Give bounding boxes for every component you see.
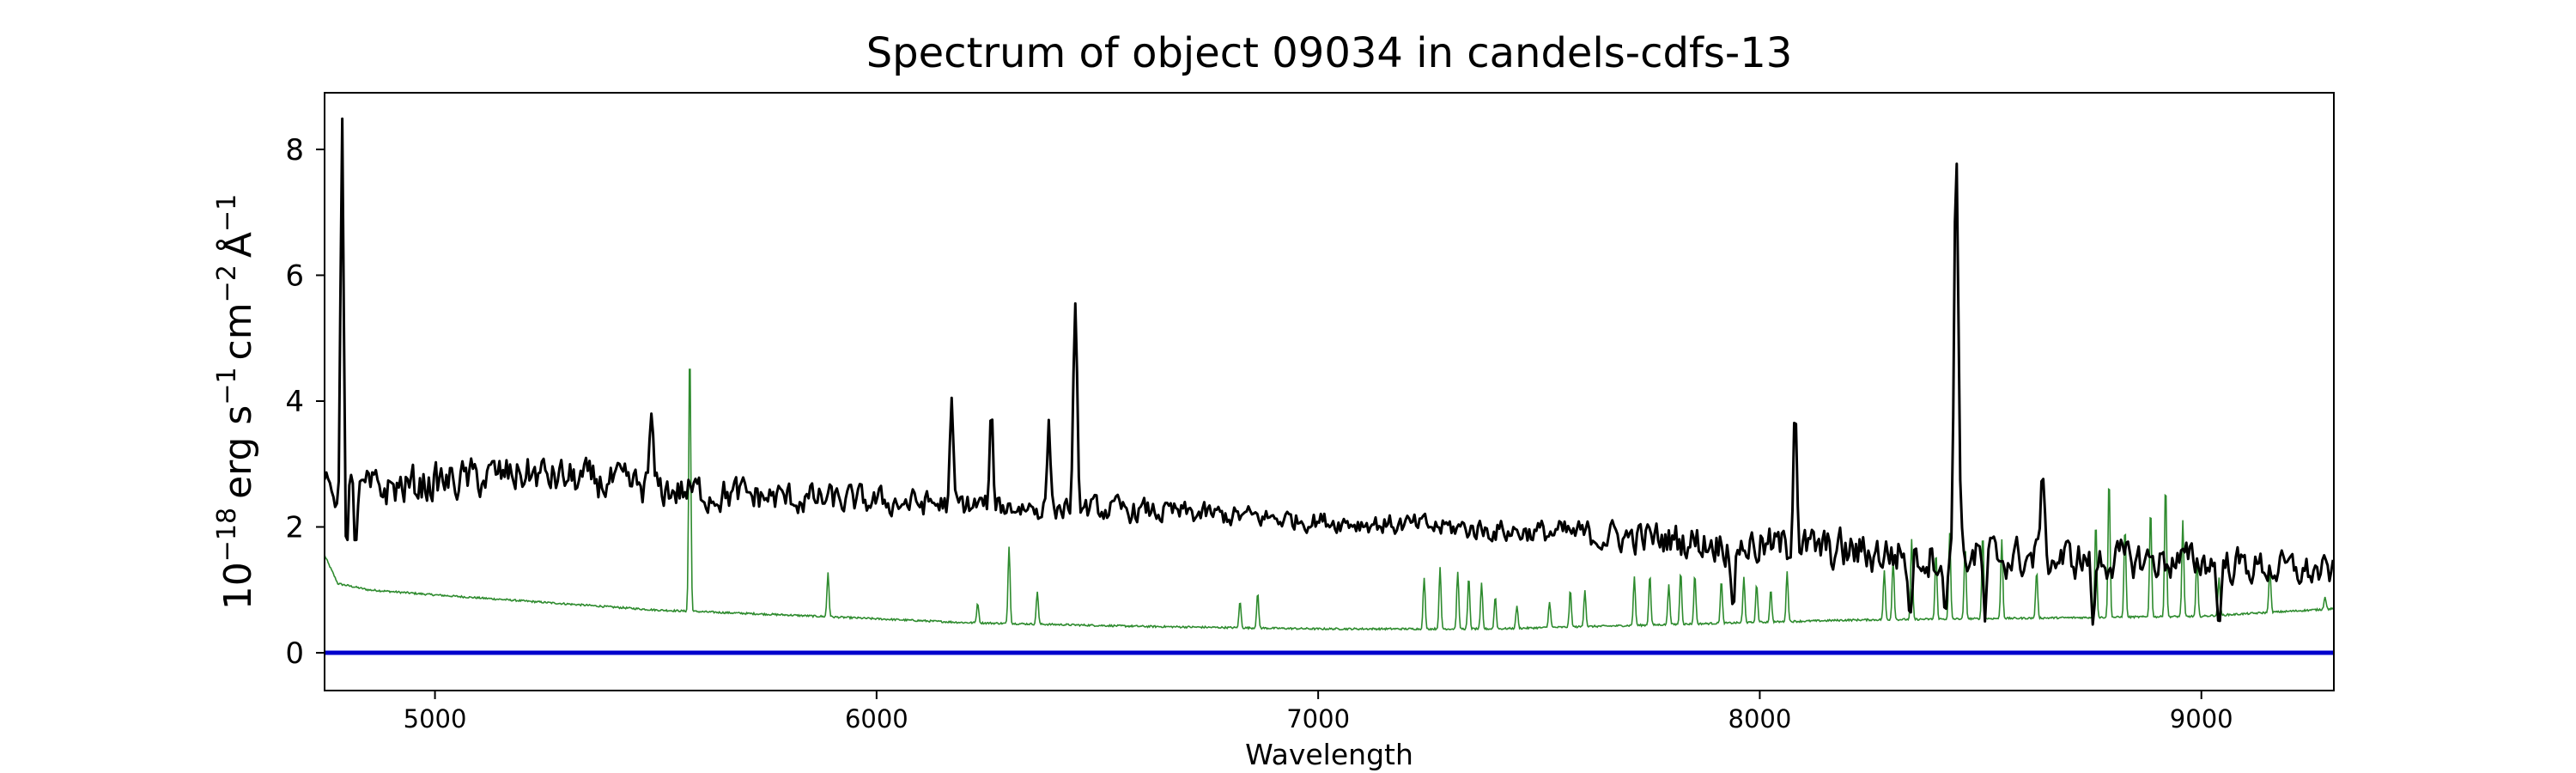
y-axis-label-erg: erg s bbox=[216, 405, 260, 499]
y-tick-label: 6 bbox=[285, 259, 304, 293]
y-tick-label: 8 bbox=[285, 133, 304, 167]
y-axis-label-cm: cm bbox=[216, 302, 260, 360]
y-axis-label-cm-exp: −2 bbox=[212, 265, 242, 302]
y-axis-label-s-exp: −1 bbox=[212, 367, 242, 405]
y-tick-label: 0 bbox=[285, 636, 304, 671]
chart-title: Spectrum of object 09034 in candels-cdfs… bbox=[866, 29, 1793, 77]
y-tick-label: 2 bbox=[285, 511, 304, 545]
x-tick-label: 7000 bbox=[1286, 704, 1350, 733]
plot-area bbox=[325, 117, 2334, 655]
plot-frame bbox=[324, 92, 2335, 691]
x-tick-label: 8000 bbox=[1728, 704, 1792, 733]
x-tick-label: 9000 bbox=[2170, 704, 2233, 733]
y-axis-label: 10−18erg s−1cm−2Å−1 bbox=[212, 194, 260, 610]
series-group bbox=[325, 117, 2334, 655]
x-axis-label: Wavelength bbox=[1245, 738, 1413, 771]
x-tick-label: 5000 bbox=[404, 704, 467, 733]
y-axis-label-exp: −18 bbox=[212, 508, 242, 562]
x-tick-label: 6000 bbox=[845, 704, 908, 733]
flux-spectrum-line bbox=[325, 117, 2334, 626]
y-axis-label-ang: Å bbox=[215, 232, 260, 258]
y-axis-label-ang-exp: −1 bbox=[212, 194, 242, 232]
y-axis-label-base: 10 bbox=[216, 562, 260, 610]
axes: 5000 6000 7000 8000 9000 0 2 4 6 8 bbox=[285, 92, 2335, 733]
sky-spectrum-line bbox=[325, 368, 2334, 631]
y-tick-label: 4 bbox=[285, 385, 304, 419]
